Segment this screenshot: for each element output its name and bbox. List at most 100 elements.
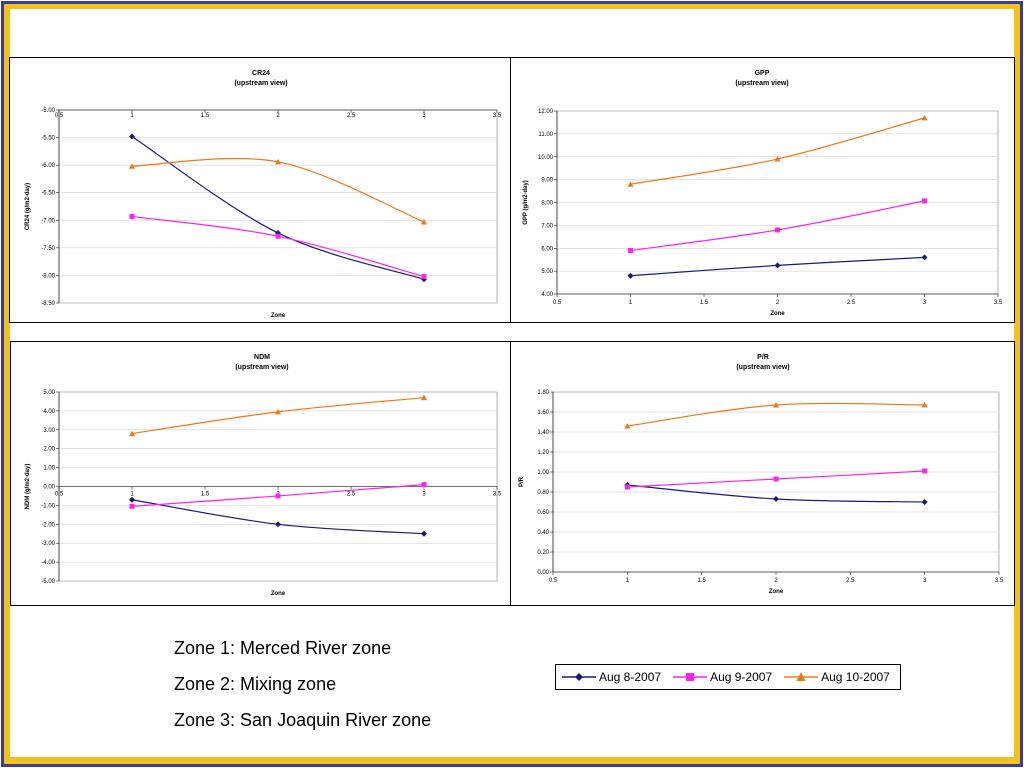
x-tick-label: 3	[923, 578, 927, 584]
y-tick-label: -3.00	[41, 541, 55, 547]
chart-title: P/R	[757, 354, 769, 361]
y-axis-label: P/R	[519, 476, 525, 487]
y-tick-label: -7.50	[41, 246, 55, 252]
x-tick-label: 3	[923, 300, 927, 306]
ndm-series-2-point-1	[129, 503, 135, 509]
x-axis-label: Zone	[770, 311, 785, 317]
ndm-series-1-point-2	[275, 521, 281, 528]
x-tick-label: 1.5	[700, 300, 709, 306]
ndm-series-3-point-3	[421, 394, 427, 401]
y-tick-label: -8.00	[41, 273, 55, 279]
x-tick-label: 1.5	[201, 113, 210, 119]
x-tick-label: 2.5	[847, 300, 856, 306]
cr24-chart-panel: CR24 (upstream view) -5.00 -5.50 -6.00 -6.50 -…	[9, 57, 511, 323]
y-tick-label: 2.00	[43, 447, 55, 453]
cr24-chart: CR24 (upstream view) -5.00 -5.50 -6.00 -6.50 -…	[25, 70, 502, 319]
chart-title: GPP	[755, 70, 770, 77]
y-tick-label: 6.00	[541, 246, 553, 252]
gpp-chart: GPP (upstream view) 12.00 11.00 10.00 9.00 8.0…	[523, 70, 1003, 317]
x-tick-label: 2	[776, 300, 780, 306]
x-tick-label: 1.5	[201, 492, 210, 498]
gpp-series-3-point-1	[627, 181, 634, 187]
y-tick-label: 1.60	[537, 410, 549, 416]
chart-title: NDM	[254, 354, 270, 361]
y-tick-label: 0.00	[537, 570, 549, 576]
y-tick-label: 3.00	[43, 428, 55, 434]
x-tick-label: 3	[422, 492, 426, 498]
x-tick-label: 2.5	[846, 578, 855, 584]
y-tick-label: -5.50	[41, 136, 55, 142]
y-tick-label: 9.00	[541, 178, 553, 184]
x-tick-label: 0.5	[553, 300, 562, 306]
x-tick-label: 1	[130, 492, 134, 498]
pr-series-2-point-3	[922, 468, 928, 474]
ndm-series-3-point-1	[129, 430, 135, 437]
cr24-series-3-point-2	[275, 158, 281, 165]
pr-series-3-point-1	[624, 423, 631, 429]
y-tick-label: 1.40	[537, 430, 549, 436]
x-tick-label: 3.5	[995, 578, 1004, 584]
y-tick-label: -2.00	[41, 522, 55, 528]
plot-area	[552, 391, 1000, 573]
ndm-chart-panel: NDM (upstream view) 5.00 4.00 3.00 2.00 1.00 0.…	[10, 341, 511, 606]
legend-item-aug8: Aug 8-2007	[562, 670, 661, 684]
cr24-series-2-point-1	[129, 213, 135, 219]
x-tick-label: 3.5	[493, 113, 502, 119]
y-tick-label: 11.00	[538, 132, 553, 138]
y-tick-label: 4.00	[43, 409, 55, 415]
y-tick-label: -6.50	[41, 191, 55, 197]
y-tick-label: 8.00	[541, 201, 553, 207]
legend-item-aug9: Aug 9-2007	[673, 670, 772, 684]
y-tick-label: 1.20	[537, 450, 549, 456]
x-tick-label: 3.5	[493, 492, 502, 498]
y-axis-label: GPP (g/m2-day)	[523, 180, 529, 225]
ndm-series-3-point-2	[275, 408, 281, 415]
ndm-chart: NDM (upstream view) 5.00 4.00 3.00 2.00 1.00 0.…	[25, 354, 502, 597]
legend-label: Aug 10-2007	[821, 670, 890, 684]
ndm-series-1-point-3	[421, 530, 427, 537]
pr-series-3-point-2	[773, 402, 779, 408]
x-axis-label: Zone	[769, 589, 784, 595]
ndm-series-2-point-2	[275, 493, 281, 499]
pr-chart-panel: P/R (upstream view) 1.80 1.60 1.40 1.20 1.00 0.…	[510, 341, 1015, 606]
x-axis-label: Zone	[271, 591, 286, 597]
gpp-series-3-point-2	[774, 156, 781, 162]
chart-title: CR24	[252, 70, 270, 77]
pr-series-3-point-3	[921, 402, 928, 408]
y-tick-label: 10.00	[538, 155, 554, 161]
pr-series-2-point-1	[624, 484, 630, 490]
x-tick-label: 3.5	[994, 300, 1003, 306]
chart-subtitle: (upstream view)	[736, 364, 789, 371]
ndm-series-2-point-3	[421, 482, 427, 488]
cr24-series-2-point-2	[275, 233, 281, 239]
y-tick-label: -7.00	[41, 218, 55, 224]
gpp-series-1-point-3	[921, 254, 928, 261]
cr24-series-3-point-1	[129, 163, 135, 169]
x-tick-label: 2	[774, 578, 778, 584]
pr-series-2-point-2	[773, 476, 779, 482]
diamond-marker-icon	[562, 673, 596, 681]
y-axis-label: NDM (g/m2-day)	[25, 464, 31, 510]
pr-chart: P/R (upstream view) 1.80 1.60 1.40 1.20 1.00 0.…	[519, 354, 1004, 595]
x-tick-label: 1	[629, 300, 633, 306]
ndm-series-1-point-1	[129, 496, 135, 503]
x-tick-label: 0.5	[55, 113, 64, 119]
y-tick-label: 5.00	[541, 269, 553, 275]
y-tick-label: 0.40	[537, 530, 549, 536]
x-tick-label: 0.5	[549, 578, 558, 584]
gpp-series-1-point-2	[774, 262, 781, 269]
x-tick-label: 1	[130, 113, 134, 119]
zone-2-text: Zone 2: Mixing zone	[174, 674, 337, 694]
zone-descriptions: Zone 1: Merced River zone Zone 2: Mixing…	[174, 636, 431, 744]
y-tick-label: 0.80	[537, 490, 549, 496]
y-tick-label: -8.50	[41, 301, 55, 307]
chart-legend: Aug 8-2007 Aug 9-2007 Aug 10-2007	[555, 664, 901, 690]
y-tick-label: 5.00	[43, 390, 55, 396]
gpp-chart-panel: GPP (upstream view) 12.00 11.00 10.00 9.00 8.0…	[510, 57, 1015, 323]
chart-subtitle: (upstream view)	[735, 80, 788, 87]
x-tick-label: 2	[276, 113, 280, 119]
x-tick-label: 1	[626, 578, 630, 584]
cr24-series-2-point-3	[421, 274, 427, 280]
y-tick-label: 1.80	[537, 390, 549, 396]
y-tick-label: -1.00	[41, 503, 55, 509]
